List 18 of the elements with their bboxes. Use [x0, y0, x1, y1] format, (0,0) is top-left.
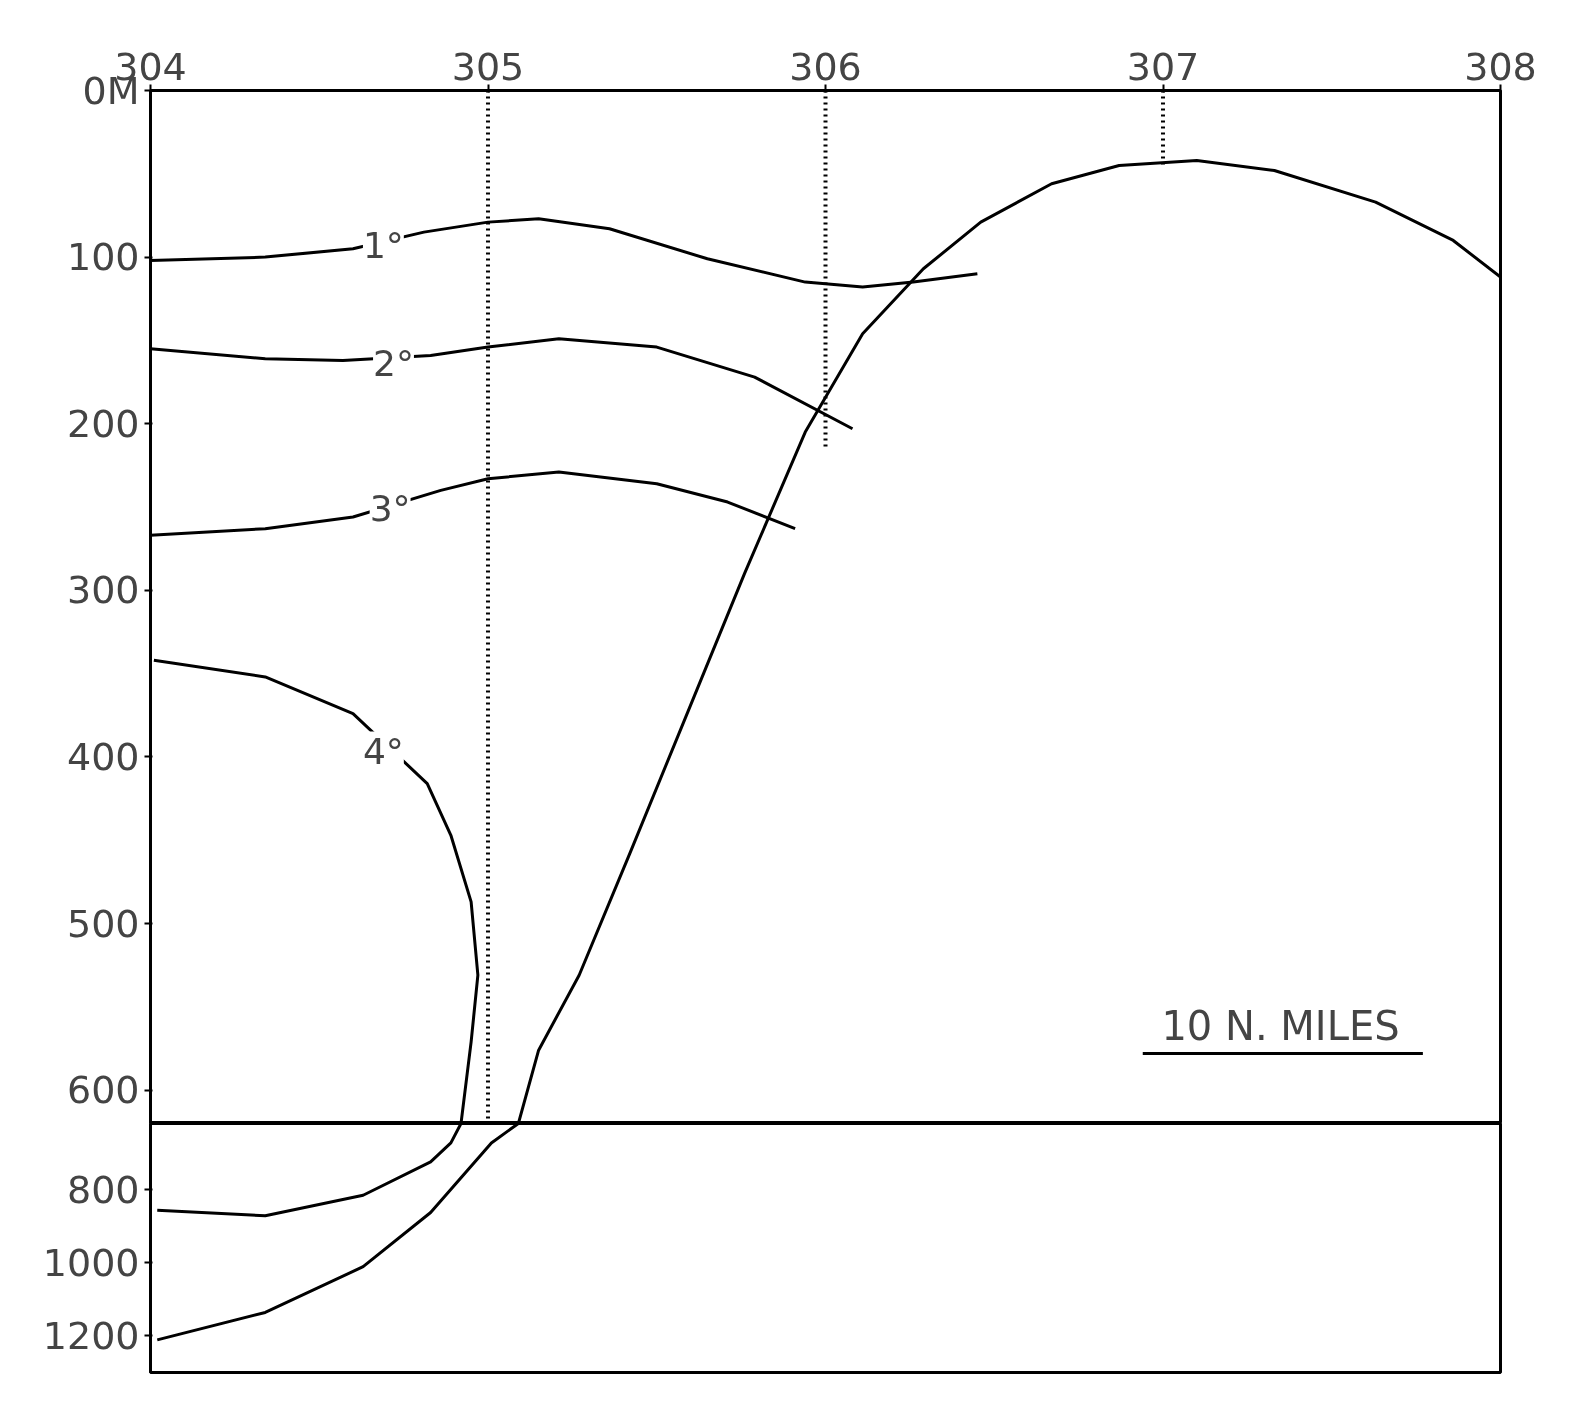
annotation: 3° — [369, 488, 411, 530]
y-tick-label: 600 — [66, 1068, 140, 1113]
y-tick-label: 1000 — [42, 1241, 140, 1286]
y-tick-label: 1200 — [42, 1314, 140, 1359]
y-tick-label: 500 — [66, 901, 140, 946]
annotation: 2° — [373, 343, 414, 385]
y-tick-label: 800 — [66, 1167, 140, 1212]
annotation: 4° — [362, 731, 404, 773]
y-tick-label: 400 — [66, 734, 140, 779]
x-tick-label: 307 — [1126, 44, 1200, 89]
y-tick-label: 100 — [66, 235, 140, 280]
y-tick-label: 300 — [66, 568, 140, 613]
annotation: 10 N. MILES — [1161, 1002, 1400, 1049]
y-tick-label: 200 — [66, 401, 140, 446]
x-tick-label: 306 — [789, 44, 862, 89]
x-tick-label: 308 — [1464, 44, 1537, 89]
annotation: 1° — [362, 224, 404, 266]
x-tick-label: 305 — [451, 44, 525, 89]
